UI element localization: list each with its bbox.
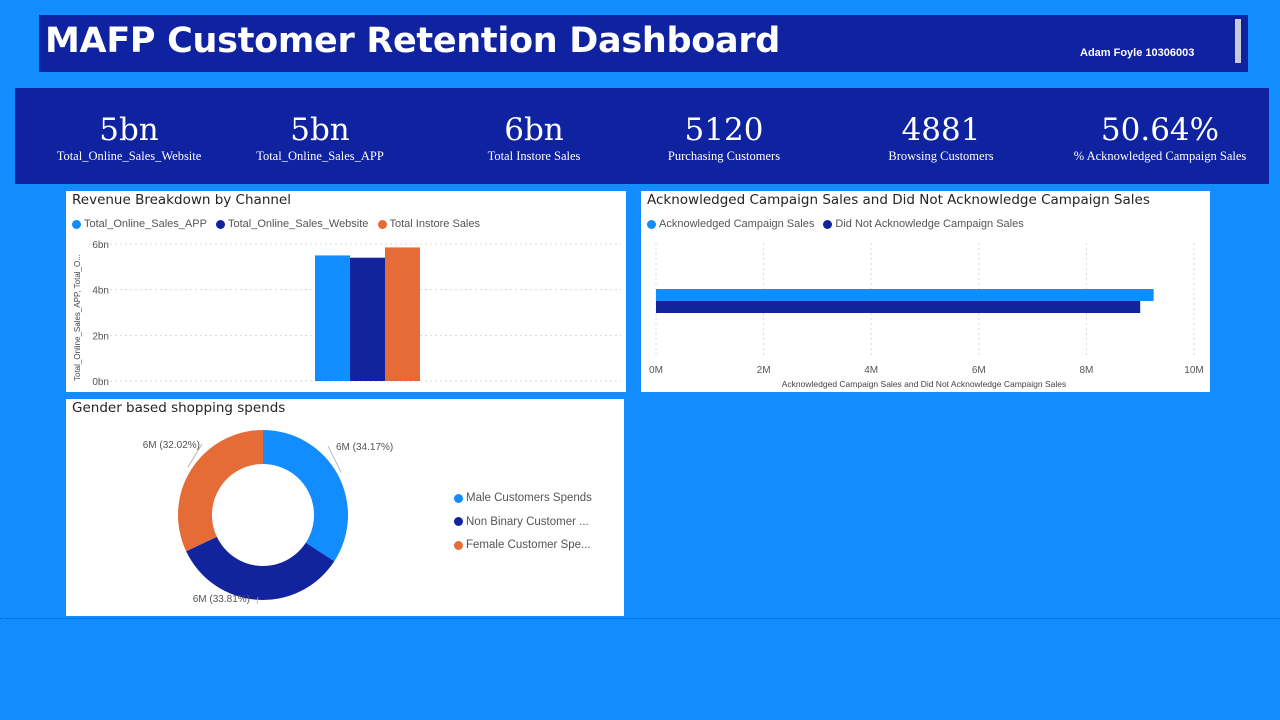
donut-slice (186, 536, 335, 600)
kpi-value: 4881 (901, 112, 981, 148)
kpi-label: Total_Online_Sales_APP (256, 149, 384, 163)
gender-donut-svg: 6M (34.17%) 6M (33.81%) 6M (32.02%) (143, 430, 393, 605)
gender-spends-card[interactable]: Gender based shopping spends 6M (34.17%)… (66, 399, 624, 616)
chart-title: Gender based shopping spends (72, 400, 286, 416)
legend-dot-icon (647, 219, 656, 229)
bar (385, 247, 420, 381)
legend-label: Total Instore Sales (389, 218, 481, 230)
chart-title: Revenue Breakdown by Channel (72, 192, 291, 208)
kpi-card-instore-sales[interactable]: 6bn Total Instore Sales (463, 112, 605, 164)
chart-title: Acknowledged Campaign Sales and Did Not … (647, 192, 1150, 208)
campaign-sales-card[interactable]: Acknowledged Campaign Sales and Did Not … (641, 191, 1210, 392)
data-label: 6M (33.81%) (193, 594, 250, 605)
donut-slice (263, 430, 349, 562)
legend-item-website[interactable]: Total_Online_Sales_Website (215, 218, 369, 230)
author-label: Adam Foyle 10306003 (1080, 47, 1195, 59)
kpi-value: 6bn (504, 112, 564, 148)
chart-legend: Acknowledged Campaign Sales Did Not Ackn… (647, 218, 1030, 232)
legend-dot-icon (377, 219, 387, 229)
revenue-breakdown-card[interactable]: Revenue Breakdown by Channel Total_Onlin… (66, 191, 626, 392)
legend-item-instore[interactable]: Total Instore Sales (377, 218, 481, 230)
bar (315, 255, 350, 381)
legend-label: Total_Online_Sales_APP (84, 218, 207, 230)
legend-dot-icon (72, 219, 81, 229)
kpi-label: Total Instore Sales (487, 149, 581, 163)
legend-label: Did Not Acknowledge Campaign Sales (835, 218, 1024, 230)
page-divider (0, 618, 1280, 619)
legend-dot-icon (454, 493, 463, 503)
legend-label: Acknowledged Campaign Sales (659, 218, 815, 230)
data-label: 6M (34.17%) (336, 442, 393, 453)
y-axis-label: Total_Online_Sales_APP, Total_O... (73, 254, 82, 381)
kpi-card-purchasing-customers[interactable]: 5120 Purchasing Customers (649, 112, 799, 164)
y-tick-label: 4bn (92, 286, 109, 297)
kpi-card-acknowledged-campaign[interactable]: 50.64% % Acknowledged Campaign Sales (1060, 112, 1260, 164)
legend-item-female[interactable]: Female Customer Spe... (454, 534, 591, 556)
kpi-label: Total_Online_Sales_Website (56, 149, 202, 163)
x-tick-label: 10M (1184, 365, 1203, 376)
x-tick-label: 8M (1079, 365, 1093, 376)
kpi-label: Browsing Customers (888, 149, 994, 163)
revenue-chart-svg: Total_Online_Sales_APP, Total_O... 0bn 2b… (73, 240, 621, 388)
dashboard-title: MAFP Customer Retention Dashboard (45, 21, 781, 61)
kpi-value: 50.64% (1100, 112, 1220, 148)
kpi-value: 5120 (684, 112, 764, 148)
kpi-card-website-sales[interactable]: 5bn Total_Online_Sales_Website (29, 112, 229, 164)
legend-item-not-acknowledged[interactable]: Did Not Acknowledge Campaign Sales (823, 218, 1024, 230)
legend-item-acknowledged[interactable]: Acknowledged Campaign Sales (647, 218, 814, 230)
bar (656, 301, 1141, 313)
legend-item-app[interactable]: Total_Online_Sales_APP (72, 218, 207, 230)
donut-legend: Male Customers Spends Non Binary Custome… (454, 487, 598, 558)
x-tick-label: 0M (649, 365, 663, 376)
data-label: 6M (32.02%) (143, 440, 200, 451)
x-tick-label: 6M (972, 365, 986, 376)
legend-item-non-binary[interactable]: Non Binary Customer ... (454, 511, 589, 533)
dashboard-header: MAFP Customer Retention Dashboard Adam F… (39, 15, 1248, 72)
x-tick-label: 4M (864, 365, 878, 376)
legend-dot-icon (454, 517, 463, 526)
legend-label: Total_Online_Sales_Website (227, 218, 369, 230)
legend-dot-icon (454, 540, 463, 550)
legend-label: Male Customers Spends (466, 492, 592, 504)
kpi-card-app-sales[interactable]: 5bn Total_Online_Sales_APP (245, 112, 395, 164)
leader-line (187, 443, 203, 468)
donut-slice (177, 430, 263, 552)
kpi-value: 5bn (99, 112, 159, 148)
y-tick-label: 6bn (92, 240, 109, 251)
kpi-label: % Acknowledged Campaign Sales (1073, 149, 1247, 163)
legend-dot-icon (823, 219, 833, 229)
chart-legend: Total_Online_Sales_APP Total_Online_Sale… (72, 218, 486, 232)
leader-line (256, 596, 259, 604)
legend-dot-icon (215, 219, 225, 229)
kpi-label: Purchasing Customers (667, 149, 781, 163)
campaign-chart-svg: Acknowledged Campaign Sales and Did Not … (649, 243, 1204, 389)
x-tick-label: 2M (757, 365, 771, 376)
y-tick-label: 0bn (92, 377, 109, 388)
legend-item-male[interactable]: Male Customers Spends (454, 487, 592, 509)
y-tick-label: 2bn (92, 331, 109, 342)
bar (656, 289, 1154, 301)
x-axis-label: Acknowledged Campaign Sales and Did Not … (782, 379, 1066, 389)
bar (350, 257, 385, 381)
header-scroll-handle[interactable] (1235, 19, 1241, 63)
kpi-card-browsing-customers[interactable]: 4881 Browsing Customers (867, 112, 1015, 164)
legend-label: Female Customer Spe... (466, 539, 591, 551)
kpi-band: 5bn Total_Online_Sales_Website 5bn Total… (15, 88, 1269, 184)
kpi-value: 5bn (290, 112, 350, 148)
leader-line (327, 445, 342, 473)
legend-label: Non Binary Customer ... (466, 515, 589, 528)
